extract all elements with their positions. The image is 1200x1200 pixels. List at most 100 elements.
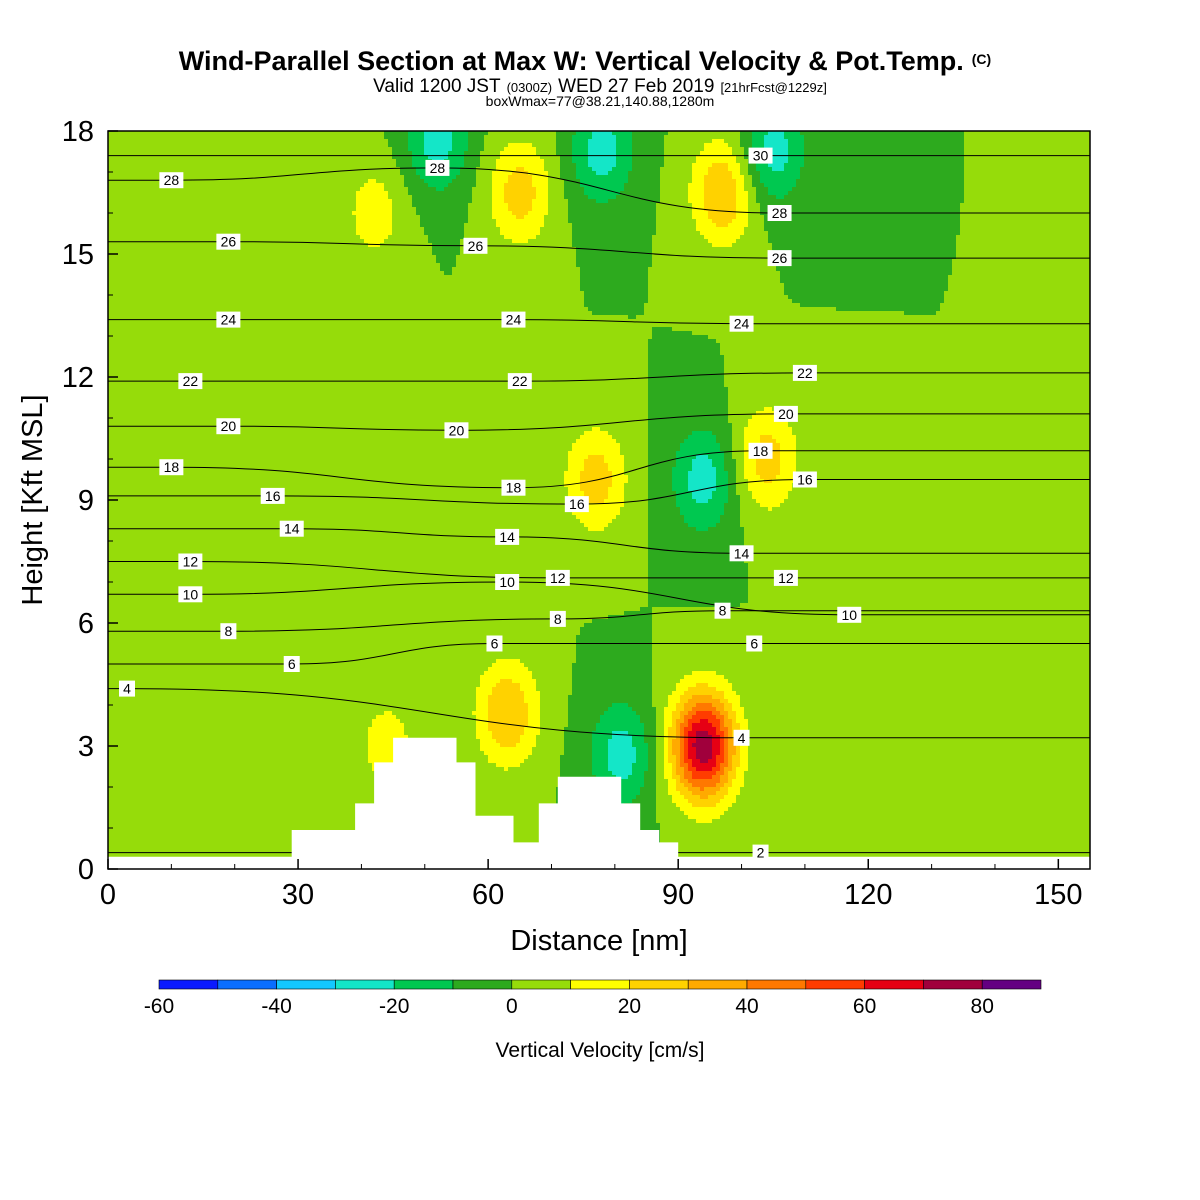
velocity-cell [172,327,177,332]
velocity-cell [132,599,137,604]
velocity-cell [168,711,173,716]
velocity-cell [192,391,197,396]
velocity-cell [128,175,133,180]
velocity-cell [184,287,189,292]
velocity-cell [184,711,189,716]
velocity-cell [176,619,181,624]
velocity-cell [200,847,205,852]
velocity-cell [124,427,129,432]
velocity-cell [204,283,209,288]
velocity-cell [144,191,149,196]
velocity-cell [192,791,197,796]
velocity-cell [192,235,197,240]
velocity-cell [204,435,209,440]
velocity-cell [200,735,205,740]
velocity-cell [188,207,193,212]
velocity-cell [148,795,153,800]
velocity-cell [196,579,201,584]
velocity-cell [184,471,189,476]
velocity-cell [152,683,157,688]
velocity-cell [188,507,193,512]
velocity-cell [116,347,121,352]
velocity-cell [140,723,145,728]
velocity-cell [204,535,209,540]
velocity-cell [124,767,129,772]
velocity-cell [172,243,177,248]
velocity-cell [112,139,117,144]
velocity-cell [184,739,189,744]
velocity-cell [156,823,161,828]
velocity-cell [136,187,141,192]
velocity-cell [188,203,193,208]
velocity-cell [140,299,145,304]
velocity-cell [140,695,145,700]
velocity-cell [168,243,173,248]
velocity-cell [116,435,121,440]
velocity-cell [196,539,201,544]
velocity-cell [212,603,217,608]
velocity-cell [196,207,201,212]
velocity-cell [144,691,149,696]
velocity-cell [188,255,193,260]
velocity-cell [200,723,205,728]
velocity-cell [188,703,193,708]
velocity-cell [188,523,193,528]
velocity-cell [136,571,141,576]
velocity-cell [120,579,125,584]
velocity-cell [136,143,141,148]
velocity-cell [168,535,173,540]
velocity-cell [212,735,217,740]
velocity-cell [172,675,177,680]
velocity-cell [124,771,129,776]
velocity-cell [212,839,217,844]
velocity-cell [156,607,161,612]
velocity-cell [140,595,145,600]
velocity-cell [208,703,213,708]
velocity-cell [148,251,153,256]
velocity-cell [164,511,169,516]
velocity-cell [188,419,193,424]
velocity-cell [168,291,173,296]
velocity-cell [168,247,173,252]
velocity-cell [168,583,173,588]
velocity-cell [160,563,165,568]
velocity-cell [176,667,181,672]
velocity-cell [176,779,181,784]
velocity-cell [208,475,213,480]
velocity-cell [204,839,209,844]
velocity-cell [196,431,201,436]
velocity-cell [140,735,145,740]
velocity-cell [208,243,213,248]
velocity-cell [200,683,205,688]
velocity-cell [148,359,153,364]
velocity-cell [160,547,165,552]
velocity-cell [212,851,217,856]
velocity-cell [180,571,185,576]
velocity-cell [176,195,181,200]
velocity-cell [136,371,141,376]
velocity-cell [192,847,197,852]
velocity-cell [144,223,149,228]
velocity-cell [160,659,165,664]
velocity-cell [192,207,197,212]
velocity-cell [180,575,185,580]
velocity-cell [168,783,173,788]
velocity-cell [160,195,165,200]
velocity-cell [128,807,133,812]
velocity-cell [132,615,137,620]
velocity-cell [184,759,189,764]
velocity-cell [212,543,217,548]
velocity-cell [120,291,125,296]
velocity-cell [148,783,153,788]
velocity-cell [152,723,157,728]
velocity-cell [148,527,153,532]
velocity-cell [152,603,157,608]
velocity-cell [136,775,141,780]
velocity-cell [212,375,217,380]
velocity-cell [188,455,193,460]
velocity-cell [208,299,213,304]
velocity-cell [116,491,121,496]
velocity-cell [144,315,149,320]
velocity-cell [172,787,177,792]
velocity-cell [112,811,117,816]
